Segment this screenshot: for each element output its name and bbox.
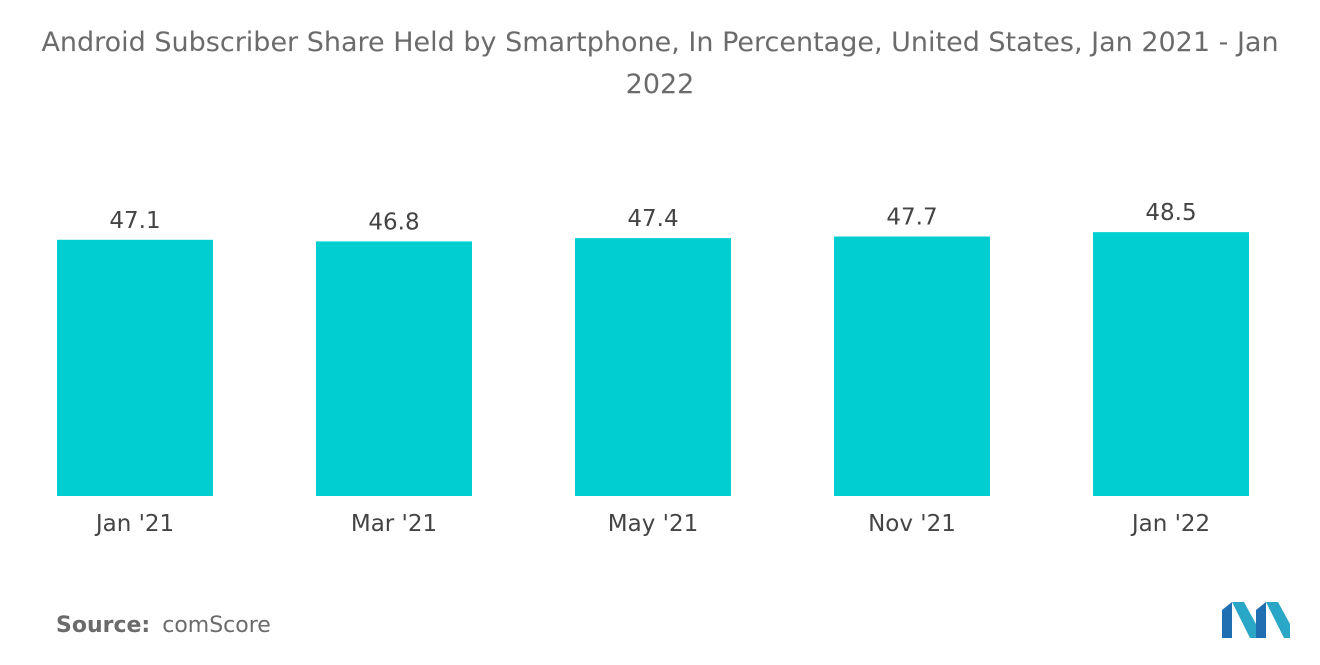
data-label-0: 47.1 bbox=[109, 208, 160, 234]
x-tick-label-1: Mar '21 bbox=[351, 511, 437, 537]
data-label-2: 47.4 bbox=[627, 206, 678, 232]
source-label: Source: bbox=[56, 613, 151, 638]
source-value: comScore bbox=[162, 613, 271, 638]
source-line: Source: comScore bbox=[56, 613, 271, 638]
x-tick-label-0: Jan '21 bbox=[94, 511, 174, 537]
bar-1 bbox=[316, 241, 472, 496]
chart-title: Android Subscriber Share Held by Smartph… bbox=[41, 27, 1279, 100]
bar-0 bbox=[57, 239, 213, 496]
x-tick-label-3: Nov '21 bbox=[868, 511, 956, 537]
bar-3 bbox=[834, 236, 990, 496]
mordor-logo-icon bbox=[1222, 602, 1290, 638]
bar-2 bbox=[575, 238, 731, 497]
bar-4 bbox=[1093, 232, 1249, 496]
data-label-1: 46.8 bbox=[368, 209, 419, 235]
data-label-4: 48.5 bbox=[1145, 200, 1196, 226]
x-tick-label-4: Jan '22 bbox=[1130, 511, 1210, 537]
x-tick-label-2: May '21 bbox=[608, 511, 698, 537]
data-label-3: 47.7 bbox=[886, 205, 937, 231]
